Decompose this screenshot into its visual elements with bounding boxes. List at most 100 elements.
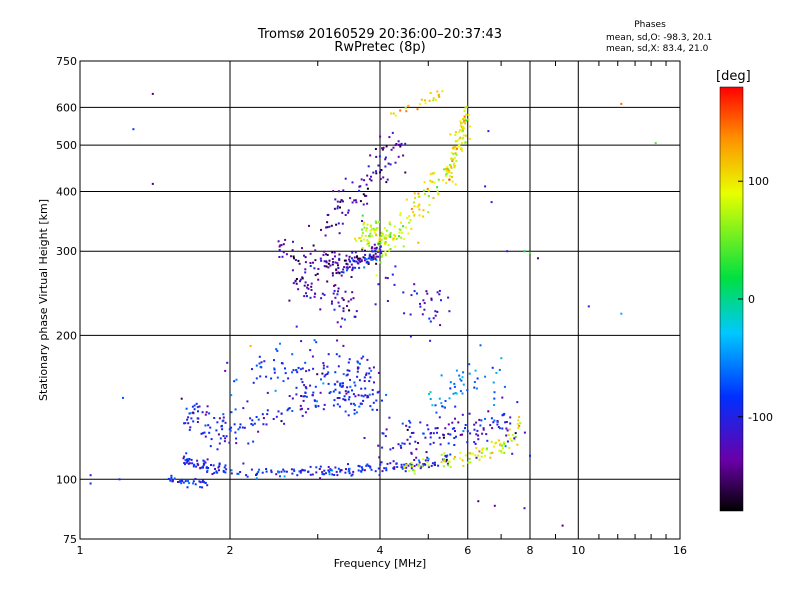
echo-point: [455, 369, 458, 372]
echo-point: [403, 466, 406, 469]
echo-point: [437, 193, 440, 196]
echo-point: [184, 422, 187, 425]
echo-point: [467, 113, 470, 116]
echo-point: [376, 391, 379, 394]
echo-point: [328, 470, 331, 473]
echo-point: [336, 293, 339, 296]
echo-point: [437, 178, 440, 181]
echo-point: [356, 367, 359, 370]
echo-point: [379, 246, 382, 249]
echo-point: [349, 197, 352, 200]
echo-point: [353, 256, 356, 259]
echo-point: [336, 474, 339, 477]
echo-point: [365, 227, 368, 230]
echo-point: [356, 256, 359, 259]
echo-point: [434, 427, 437, 430]
echo-point: [233, 380, 236, 383]
echo-point: [310, 289, 313, 291]
echo-point: [314, 274, 317, 277]
echo-point: [184, 480, 187, 483]
echo-point: [359, 257, 362, 260]
echo-point: [413, 192, 416, 195]
echo-point: [423, 308, 426, 311]
echo-point: [202, 465, 205, 468]
echo-point: [201, 480, 204, 483]
echo-point: [451, 421, 454, 424]
echo-point: [316, 400, 318, 403]
echo-point: [167, 477, 170, 480]
echo-point: [450, 157, 453, 160]
echo-point: [429, 92, 432, 94]
echo-point: [380, 231, 383, 234]
echo-point: [460, 148, 463, 151]
echo-point: [476, 377, 479, 380]
echo-point: [365, 229, 368, 232]
echo-point: [441, 90, 444, 93]
echo-point: [437, 464, 440, 467]
echo-point: [346, 386, 349, 389]
echo-point: [385, 229, 388, 232]
echo-point: [445, 169, 448, 172]
echo-point: [370, 247, 373, 250]
echo-point: [481, 449, 484, 452]
echo-point: [200, 432, 203, 435]
echo-point: [409, 463, 412, 466]
echo-point: [444, 400, 447, 402]
echo-point: [314, 385, 317, 388]
echo-point: [193, 463, 196, 466]
echo-point: [265, 375, 268, 378]
echo-point: [202, 459, 205, 462]
echo-point: [334, 371, 337, 374]
echo-point: [291, 410, 294, 412]
echo-point: [284, 238, 287, 241]
echo-point: [424, 99, 426, 102]
echo-point: [329, 391, 332, 393]
echo-point: [320, 297, 323, 300]
echo-point: [234, 408, 237, 411]
echo-point: [503, 441, 505, 444]
x-mode-phase-stats: mean, sd,X: 83.4, 21.0: [606, 44, 709, 54]
echo-point: [328, 259, 331, 262]
echo-point: [493, 404, 496, 406]
echo-point: [360, 178, 363, 181]
echo-point: [348, 258, 351, 261]
echo-point: [370, 369, 373, 372]
echo-point: [418, 208, 421, 211]
echo-point: [373, 247, 376, 250]
echo-point: [395, 143, 398, 145]
echo-point: [338, 253, 341, 256]
echo-point: [504, 421, 507, 424]
echo-point: [349, 378, 351, 381]
echo-point: [360, 470, 363, 473]
echo-point: [377, 444, 380, 447]
echo-point: [405, 464, 408, 467]
echo-point: [385, 237, 387, 240]
echo-point: [400, 232, 403, 234]
plot-frame: [79, 60, 681, 540]
echo-point: [360, 357, 363, 360]
echo-point: [454, 134, 457, 136]
echo-point: [323, 293, 326, 296]
echo-point: [255, 477, 258, 480]
echo-point: [252, 381, 255, 384]
echo-point: [384, 254, 387, 257]
echo-point: [293, 468, 295, 471]
echo-point: [322, 253, 325, 256]
echo-point: [479, 424, 482, 427]
echo-point: [453, 385, 456, 388]
echo-point: [361, 468, 364, 471]
echo-point: [185, 459, 188, 461]
echo-point: [426, 456, 429, 459]
echo-point: [303, 295, 306, 298]
echo-point: [312, 244, 315, 247]
echo-point: [255, 377, 258, 380]
echo-point: [448, 164, 451, 166]
echo-point: [265, 423, 268, 426]
echo-point: [421, 313, 424, 316]
echo-point: [314, 259, 317, 262]
x-tick-label: 1: [77, 544, 84, 557]
echo-point: [250, 423, 253, 425]
echo-point: [377, 255, 380, 258]
echo-point: [353, 315, 356, 318]
